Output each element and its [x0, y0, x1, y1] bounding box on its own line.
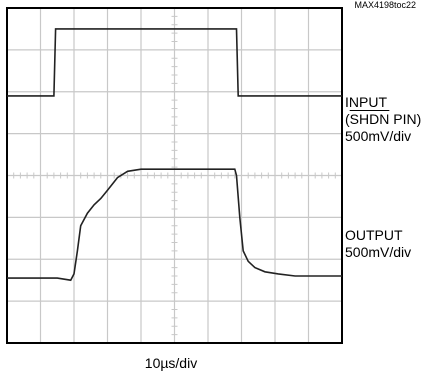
output-scale-label: 500mV/div [345, 244, 412, 260]
grid [6, 7, 343, 344]
output-trace [7, 168, 342, 282]
input-label-paren-open: ( [345, 111, 350, 127]
input-label: INPUT (SHDN PIN) 500mV/div [345, 94, 421, 145]
input-label-line1: INPUT [345, 94, 387, 110]
input-scale-label: 500mV/div [345, 128, 412, 144]
output-label: OUTPUT 500mV/div [345, 227, 411, 261]
input-trace [7, 28, 342, 97]
pin-label: PIN) [389, 111, 422, 127]
figure-id: MAX4198toc22 [354, 0, 416, 10]
plot-frame [6, 7, 343, 344]
output-label-line1: OUTPUT [345, 227, 403, 243]
shdn-label: SHDN [349, 111, 390, 127]
x-axis-label: 10µs/div [144, 355, 198, 371]
